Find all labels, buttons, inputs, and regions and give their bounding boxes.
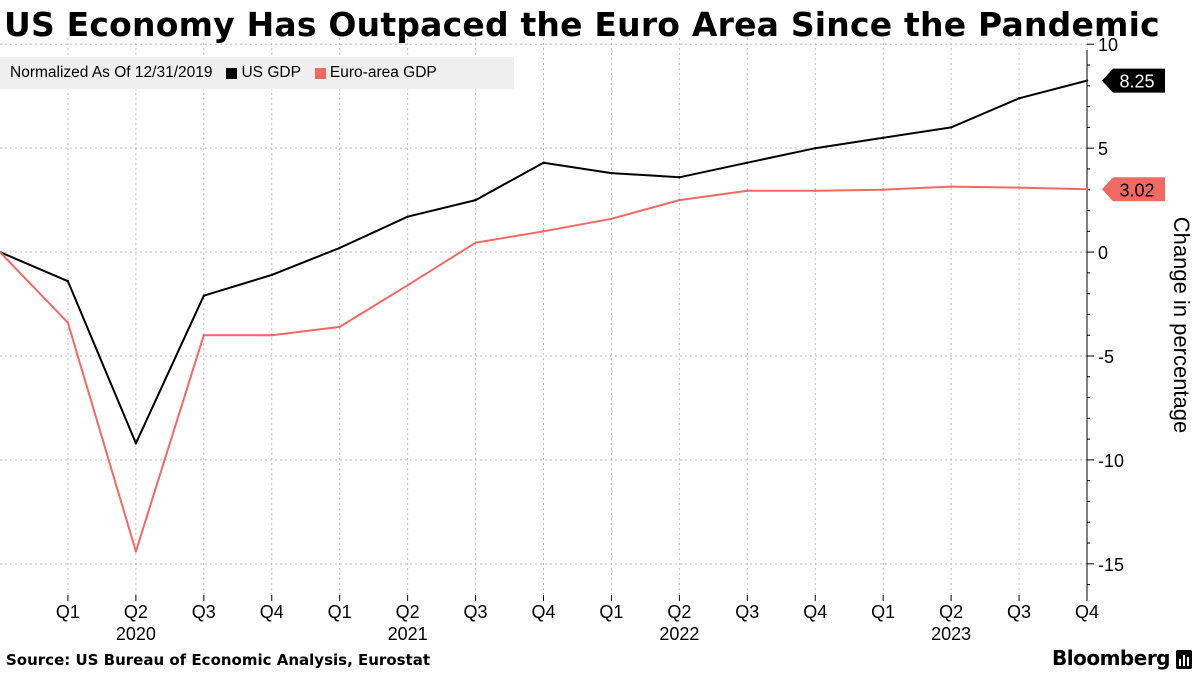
end-value-label-euro-area-gdp: 3.02 — [1119, 180, 1154, 200]
x-tick-label: Q3 — [1007, 602, 1031, 622]
x-tick-label: Q4 — [803, 602, 827, 622]
x-tick-label: Q3 — [464, 602, 488, 622]
chart-legend: Normalized As Of 12/31/2019 US GDP Euro-… — [0, 57, 514, 89]
data-point-euro-area-gdp — [474, 241, 477, 244]
x-tick-label: Q2 — [396, 602, 420, 622]
data-point-euro-area-gdp — [610, 217, 613, 221]
data-point-euro-area-gdp — [1085, 188, 1089, 191]
data-point-euro-area-gdp — [949, 185, 953, 188]
data-point-us-gdp — [542, 161, 545, 164]
chart-title: US Economy Has Outpaced the Euro Area Si… — [4, 5, 1160, 44]
data-point-euro-area-gdp — [202, 334, 206, 337]
data-point-euro-area-gdp — [66, 321, 70, 324]
legend-label-euro-area-gdp: Euro-area GDP — [329, 64, 437, 81]
data-point-euro-area-gdp — [338, 325, 341, 329]
data-point-us-gdp — [202, 294, 206, 297]
data-point-euro-area-gdp — [814, 189, 817, 192]
y-tick-label: -15 — [1098, 555, 1124, 575]
legend-label-us-gdp: US GDP — [241, 64, 301, 81]
data-point-euro-area-gdp — [406, 284, 409, 287]
x-tick-label: Q4 — [260, 602, 284, 622]
data-point-euro-area-gdp — [0, 250, 2, 254]
x-tick-label: Q1 — [328, 602, 352, 622]
end-value-tag-us-gdp — [1102, 68, 1165, 93]
y-tick-label: 5 — [1098, 139, 1108, 159]
legend-note: Normalized As Of 12/31/2019 — [10, 64, 213, 81]
end-value-label-us-gdp: 8.25 — [1119, 72, 1154, 92]
x-year-label: 2021 — [388, 624, 428, 644]
data-point-us-gdp — [610, 171, 613, 175]
x-tick-label: Q2 — [667, 602, 691, 622]
data-point-euro-area-gdp — [746, 189, 749, 192]
source-note: Source: US Bureau of Economic Analysis, … — [6, 651, 431, 669]
y-tick-label: -5 — [1098, 347, 1114, 367]
x-tick-label: Q2 — [939, 602, 963, 622]
data-point-euro-area-gdp — [1017, 186, 1021, 189]
brand-logo: Bloomberg — [1052, 646, 1170, 670]
x-year-label: 2022 — [659, 624, 699, 644]
y-tick-label: 10 — [1098, 35, 1118, 55]
x-year-label: 2023 — [931, 624, 971, 644]
data-point-us-gdp — [814, 146, 817, 150]
data-point-us-gdp — [338, 246, 341, 250]
legend-swatch-euro-area-gdp — [314, 67, 326, 79]
data-point-us-gdp — [881, 136, 885, 139]
data-point-euro-area-gdp — [881, 188, 885, 191]
x-tick-label: Q1 — [871, 602, 895, 622]
data-point-us-gdp — [746, 161, 749, 164]
legend-item-us-gdp: US GDP — [226, 64, 301, 82]
y-tick-label: 0 — [1098, 243, 1108, 263]
bloomberg-terminal-icon — [1176, 650, 1192, 669]
x-tick-label: Q1 — [56, 602, 80, 622]
data-point-us-gdp — [678, 176, 681, 179]
data-point-euro-area-gdp — [678, 198, 681, 202]
x-year-label: 2020 — [116, 624, 156, 644]
data-point-us-gdp — [270, 273, 273, 277]
x-tick-label: Q2 — [124, 602, 148, 622]
data-point-us-gdp — [474, 198, 477, 202]
x-tick-label: Q4 — [531, 602, 555, 622]
data-point-euro-area-gdp — [134, 550, 138, 553]
x-tick-label: Q4 — [1075, 602, 1099, 622]
x-tick-label: Q3 — [192, 602, 216, 622]
data-point-euro-area-gdp — [542, 230, 545, 233]
data-point-us-gdp — [949, 126, 953, 129]
y-tick-label: -10 — [1098, 451, 1124, 471]
y-axis-title: Change in percentage — [1169, 217, 1194, 434]
x-tick-label: Q1 — [599, 602, 623, 622]
legend-item-euro-area-gdp: Euro-area GDP — [314, 64, 437, 82]
data-point-us-gdp — [134, 442, 138, 445]
data-point-us-gdp — [406, 215, 409, 218]
data-point-us-gdp — [66, 279, 70, 283]
data-point-euro-area-gdp — [270, 334, 273, 337]
legend-swatch-us-gdp — [226, 67, 238, 79]
x-tick-label: Q3 — [735, 602, 759, 622]
end-value-tag-euro-area-gdp — [1102, 177, 1165, 202]
data-point-us-gdp — [1017, 97, 1021, 100]
data-point-us-gdp — [1085, 79, 1089, 82]
